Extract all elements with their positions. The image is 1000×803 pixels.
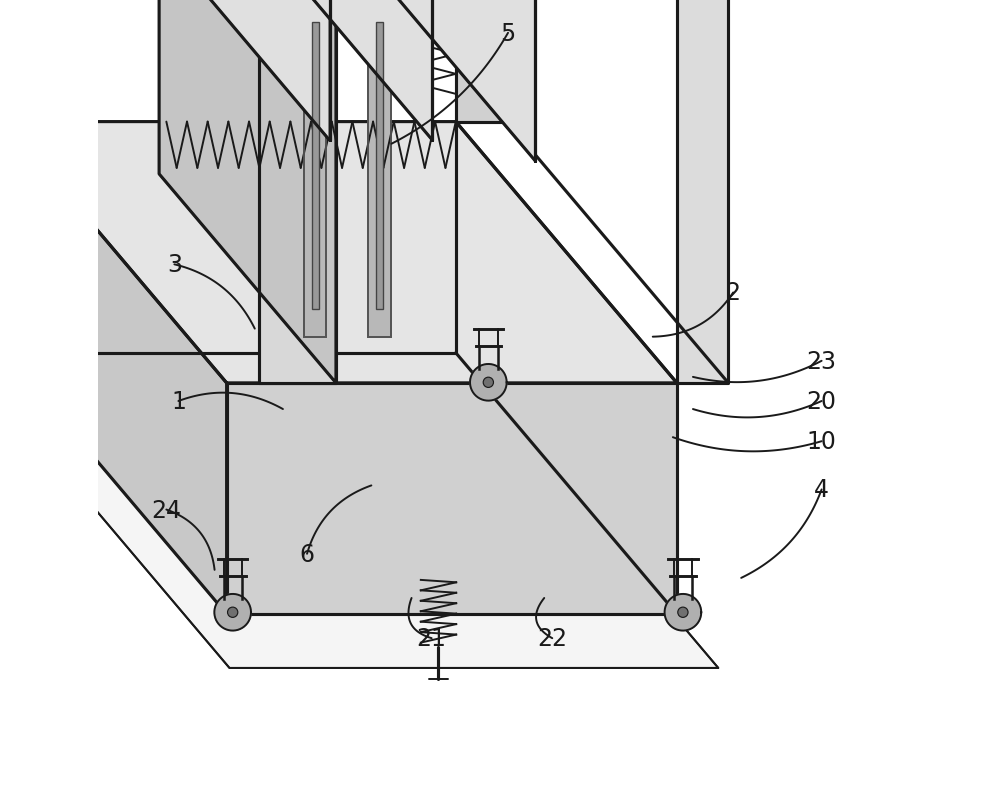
Text: 23: 23 bbox=[807, 349, 837, 373]
Text: 10: 10 bbox=[807, 430, 837, 454]
Text: 22: 22 bbox=[537, 626, 567, 650]
Text: 1: 1 bbox=[171, 389, 186, 414]
Polygon shape bbox=[312, 23, 319, 309]
Polygon shape bbox=[350, 0, 535, 161]
Polygon shape bbox=[6, 123, 227, 614]
Polygon shape bbox=[456, 0, 507, 123]
Text: 3: 3 bbox=[167, 253, 182, 277]
Polygon shape bbox=[368, 14, 391, 337]
Polygon shape bbox=[247, 0, 432, 141]
Text: 20: 20 bbox=[807, 389, 837, 414]
Text: 2: 2 bbox=[726, 281, 741, 305]
Polygon shape bbox=[144, 0, 330, 141]
Polygon shape bbox=[259, 0, 336, 384]
Circle shape bbox=[33, 377, 43, 388]
Text: 4: 4 bbox=[814, 478, 829, 502]
Circle shape bbox=[228, 607, 238, 618]
Text: 21: 21 bbox=[417, 626, 447, 650]
Polygon shape bbox=[6, 123, 677, 384]
Polygon shape bbox=[677, 0, 728, 384]
Polygon shape bbox=[214, 594, 251, 631]
Polygon shape bbox=[304, 14, 326, 337]
Polygon shape bbox=[665, 594, 701, 631]
Polygon shape bbox=[0, 355, 718, 668]
Text: 6: 6 bbox=[300, 542, 315, 566]
Text: 5: 5 bbox=[500, 22, 516, 46]
Polygon shape bbox=[470, 365, 507, 402]
Text: 24: 24 bbox=[151, 498, 181, 522]
Circle shape bbox=[483, 377, 493, 388]
Polygon shape bbox=[20, 365, 56, 402]
Polygon shape bbox=[376, 23, 383, 309]
Circle shape bbox=[678, 607, 688, 618]
Polygon shape bbox=[227, 384, 677, 614]
Polygon shape bbox=[159, 0, 336, 384]
